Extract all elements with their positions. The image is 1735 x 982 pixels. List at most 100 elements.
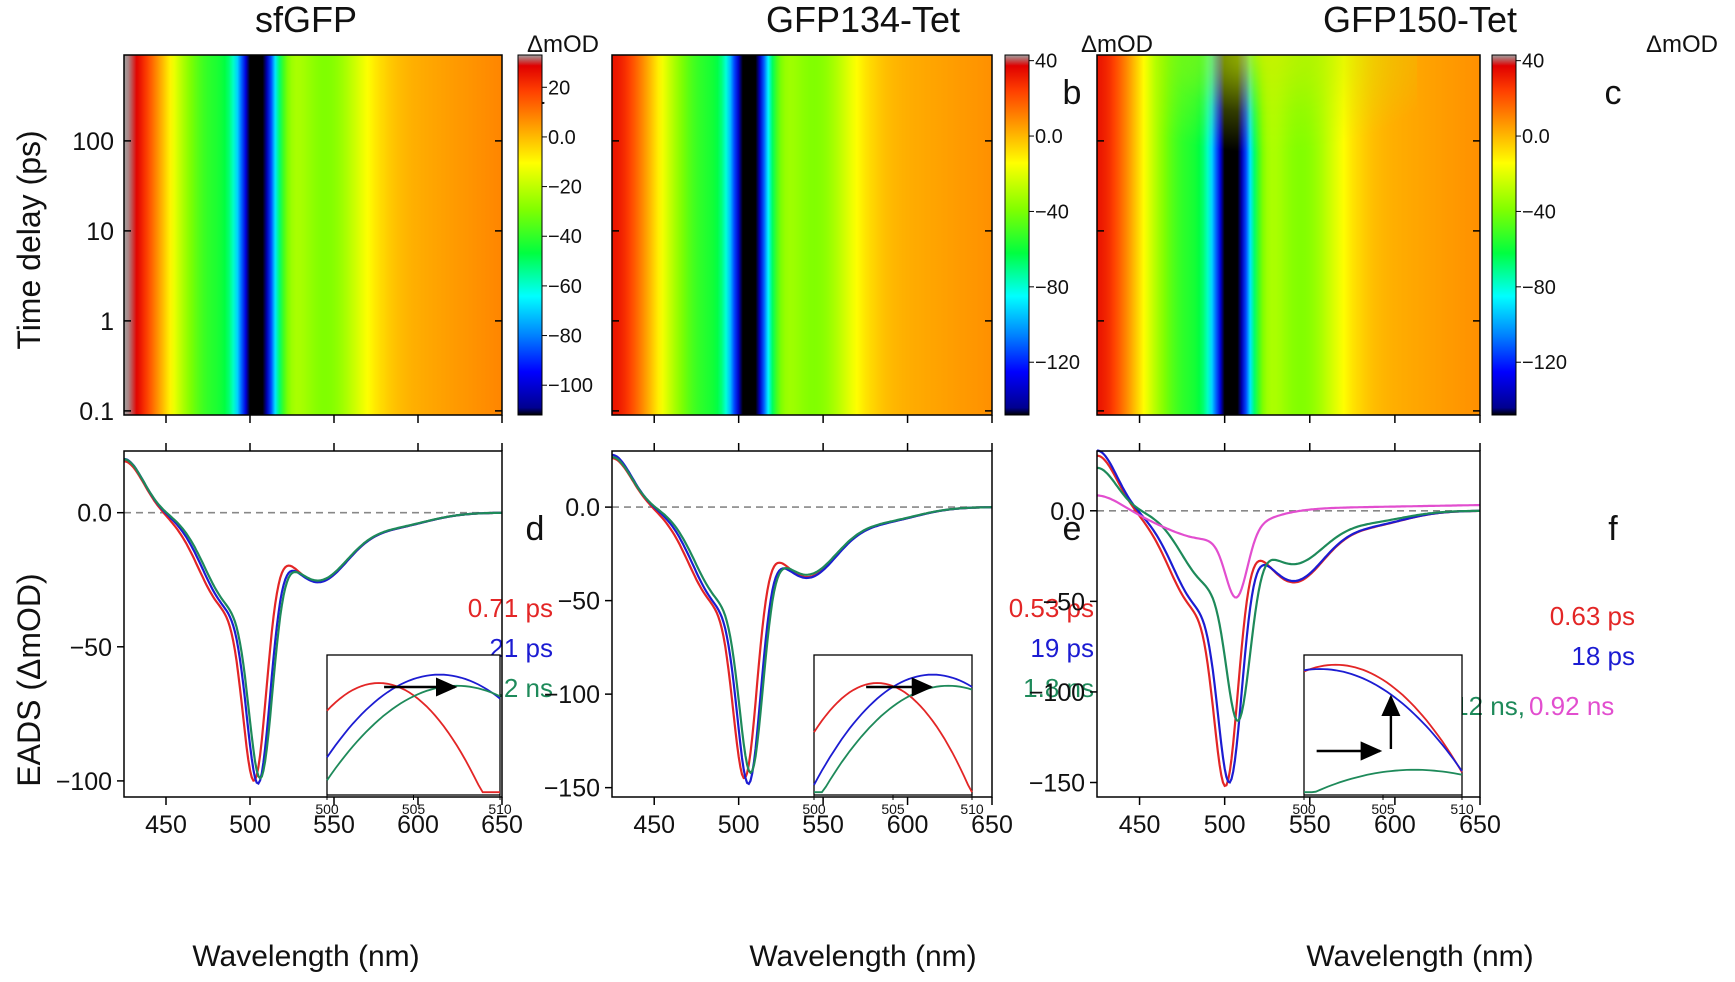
inset-line-e-2 [814, 684, 973, 794]
y-tick-label-a: 100 [72, 128, 114, 156]
colorbar-tick-label-c: −120 [1522, 352, 1567, 374]
inset-line-d-0 [326, 682, 500, 794]
x-tick-label-f: 650 [1459, 811, 1501, 839]
line-frame-d [123, 450, 503, 798]
series-line-f-3 [1096, 494, 1481, 599]
x-tick-label-e: 600 [887, 811, 929, 839]
inset-x-tick-label-d: 510 [488, 801, 512, 817]
y-tick-label-f: −100 [1029, 679, 1085, 707]
series-label-f-0: 0.63 ps [1550, 601, 1635, 631]
y-tick-label-e: −50 [558, 588, 600, 616]
colorbar-tick-label-a: 0.0 [548, 127, 576, 149]
line-frame-e [611, 450, 993, 798]
series-label-e-1: 19 ps [1030, 633, 1094, 663]
inset-x-tick-label-d: 500 [315, 801, 339, 817]
series-line-d-2 [123, 458, 502, 780]
colorbar-title-a: ΔmOD [527, 31, 599, 58]
x-tick-label-e: 550 [802, 811, 844, 839]
y-tick-label-a: 0.1 [79, 398, 114, 426]
x-tick-label-d: 600 [397, 811, 439, 839]
series-label-f-3: 0.92 ns [1529, 691, 1614, 721]
heatmap-b [612, 55, 992, 415]
y-tick-label-e: −100 [544, 681, 600, 709]
y-tick-label-a: 1 [100, 308, 114, 336]
x-tick-label-d: 650 [481, 811, 523, 839]
series-label-e-0: 0.53 ps [1009, 593, 1094, 623]
series-label-d-0: 0.71 ps [468, 593, 553, 623]
inset-x-tick-label-d: 505 [402, 801, 426, 817]
colorbar-tick-label-c: −80 [1522, 277, 1556, 299]
x-tick-label-e: 450 [633, 811, 675, 839]
heatmap-decay-wash [1157, 55, 1417, 195]
colorbar-tick-label-a: −80 [548, 326, 582, 348]
colorbar-frame-b [1004, 54, 1030, 416]
colorbar-tick-label-c: 40 [1522, 51, 1544, 73]
x-tick-label-d: 550 [313, 811, 355, 839]
panel-letter-f: f [1608, 510, 1618, 548]
x-tick-label-f: 500 [1204, 811, 1246, 839]
heatmap-frame-b [611, 54, 993, 416]
x-axis-label-f: Wavelength (nm) [1306, 940, 1533, 973]
inset-x-tick-label-e: 500 [802, 801, 826, 817]
inset-x-tick-label-f: 500 [1292, 801, 1316, 817]
inset-frame-f [1303, 654, 1463, 796]
colorbar-tick-label-a: −40 [548, 226, 582, 248]
y-tick-label-d: −100 [56, 768, 112, 796]
inset-line-d-2 [326, 684, 501, 781]
x-tick-label-f: 600 [1374, 811, 1416, 839]
heatmap-frame-c [1096, 54, 1481, 416]
series-line-e-2 [611, 456, 992, 775]
colorbar-title-b: ΔmOD [1081, 31, 1153, 58]
y-axis-label-eads: EADS (ΔmOD) [11, 573, 47, 786]
inset-line-f-1 [1303, 668, 1463, 772]
colorbar-tick-label-a: −60 [548, 276, 582, 298]
line-frame-f [1096, 450, 1481, 798]
colorbar-tick-label-b: −40 [1035, 201, 1069, 223]
panel-letter-c: c [1605, 74, 1622, 112]
x-tick-label-d: 500 [229, 811, 271, 839]
y-tick-label-a: 10 [86, 218, 114, 246]
heatmap-frame-a [123, 54, 503, 416]
colorbar-tick-label-a: −20 [548, 177, 582, 199]
inset-x-tick-label-f: 505 [1371, 801, 1395, 817]
colorbar-title-c: ΔmOD [1646, 31, 1718, 58]
y-tick-label-d: −50 [70, 634, 112, 662]
colorbar-tick-label-b: 40 [1035, 51, 1057, 73]
panel-title-gfp150-tet: GFP150-Tet [1323, 0, 1517, 40]
colorbar-a [518, 55, 542, 415]
colorbar-tick-label-b: 0.0 [1035, 126, 1063, 148]
colorbar-tick-label-c: −40 [1522, 201, 1556, 223]
heatmap-a [124, 55, 502, 415]
x-axis-label-e: Wavelength (nm) [749, 940, 976, 973]
inset-line-d-1 [326, 673, 501, 758]
series-label-e-2: 1.8 ns [1023, 673, 1094, 703]
y-axis-label-time-delay: Time delay (ps) [11, 130, 47, 349]
colorbar-tick-label-a: 20 [548, 77, 570, 99]
inset-frame-d [326, 654, 501, 796]
y-tick-label-d: 0.0 [77, 500, 112, 528]
x-tick-label-d: 450 [145, 811, 187, 839]
x-tick-label-e: 500 [718, 811, 760, 839]
panel-letter-b: b [1063, 74, 1082, 112]
y-tick-label-f: 0.0 [1050, 498, 1085, 526]
inset-x-tick-label-e: 510 [960, 801, 984, 817]
panel-letter-d: d [526, 510, 545, 548]
colorbar-frame-c [1491, 54, 1517, 416]
y-tick-label-e: −150 [544, 775, 600, 803]
x-tick-label-e: 650 [971, 811, 1013, 839]
colorbar-frame-a [517, 54, 543, 416]
inset-line-f-0 [1303, 663, 1463, 773]
inset-x-tick-label-e: 505 [881, 801, 905, 817]
y-tick-label-f: −150 [1029, 770, 1085, 798]
colorbar-tick-label-c: 0.0 [1522, 126, 1550, 148]
panel-title-sfgfp: sfGFP [255, 0, 357, 40]
x-tick-label-f: 450 [1119, 811, 1161, 839]
y-tick-label-e: 0.0 [565, 494, 600, 522]
y-tick-label-f: −50 [1043, 588, 1085, 616]
colorbar-b [1005, 55, 1029, 415]
series-label-f-1: 18 ps [1571, 641, 1635, 671]
inset-line-f-2 [1304, 768, 1463, 794]
colorbar-tick-label-b: −80 [1035, 277, 1069, 299]
colorbar-c [1492, 55, 1516, 415]
